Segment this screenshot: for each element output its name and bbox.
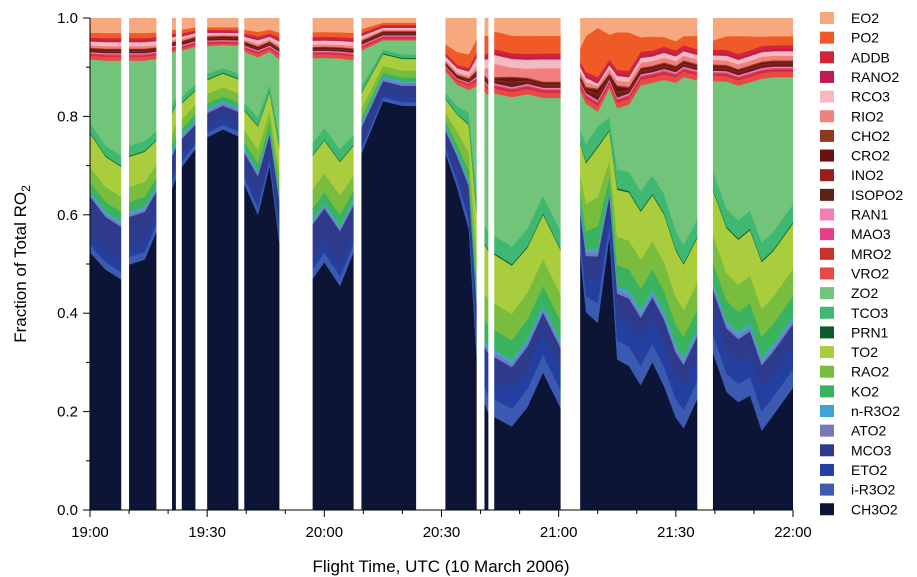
legend-swatch <box>820 169 834 182</box>
legend-label: TCO3 <box>851 305 889 321</box>
x-tick-label: 20:30 <box>423 524 461 541</box>
data-gap <box>697 17 713 510</box>
legend-swatch <box>820 208 834 221</box>
legend-label: RAN1 <box>851 207 889 223</box>
legend-label: ATO2 <box>851 423 886 439</box>
y-tick-label: 0.4 <box>57 305 78 322</box>
legend-label: CHO2 <box>851 128 890 144</box>
legend-label: RIO2 <box>851 108 884 124</box>
legend-swatch <box>820 503 834 516</box>
y-tick-label: 0.6 <box>57 207 78 224</box>
legend-swatch <box>820 51 834 64</box>
legend-swatch <box>820 287 834 300</box>
legend-label: MAO3 <box>851 226 891 242</box>
legend-label: PO2 <box>851 30 879 46</box>
data-gap <box>195 17 208 510</box>
data-gaps <box>121 17 713 510</box>
data-gap <box>353 17 362 510</box>
x-tick-label: 21:00 <box>540 524 578 541</box>
y-axis-label: Fraction of Total RO2 <box>11 185 33 343</box>
x-tick-label: 21:30 <box>657 524 695 541</box>
data-gap <box>238 17 245 510</box>
legend-swatch <box>820 444 834 457</box>
y-tick-label: 0.8 <box>57 108 78 125</box>
legend-swatch <box>820 149 834 162</box>
legend-label: MRO2 <box>851 246 892 262</box>
x-tick-label: 19:00 <box>71 524 109 541</box>
legend-swatch <box>820 346 834 359</box>
legend-label: EO2 <box>851 10 879 26</box>
legend-label: TO2 <box>851 344 878 360</box>
legend-label: RANO2 <box>851 69 899 85</box>
legend-label: ETO2 <box>851 462 888 478</box>
data-gap <box>279 17 313 510</box>
legend-label: RCO3 <box>851 89 890 105</box>
axes: 0.0 0.2 0.4 0.6 0.8 1.0 19:00 19:30 20:00 20:30 21… <box>57 10 812 541</box>
legend-swatch <box>820 365 834 378</box>
data-gap <box>560 17 581 510</box>
data-gap <box>156 17 173 510</box>
legend-swatch <box>820 326 834 339</box>
legend-swatch <box>820 405 834 417</box>
legend-swatch <box>820 385 834 398</box>
y-axis-label-main: Fraction of Total RO <box>11 192 30 343</box>
legend-swatch <box>820 31 834 44</box>
legend-swatch <box>820 228 834 241</box>
legend-swatch <box>820 188 834 201</box>
y-tick-label: 0.0 <box>57 502 78 519</box>
legend-swatch <box>820 129 834 142</box>
legend-label: ZO2 <box>851 285 878 301</box>
y-tick-label: 0.2 <box>57 404 78 421</box>
legend-label: INO2 <box>851 167 884 183</box>
legend-label: KO2 <box>851 383 879 399</box>
data-gap <box>416 17 446 510</box>
legend-swatch <box>820 306 834 319</box>
data-gap <box>488 17 495 510</box>
legend-label: i-R3O2 <box>851 482 896 498</box>
legend-swatch <box>820 424 834 437</box>
legend-label: MCO3 <box>851 442 892 458</box>
data-gap <box>175 17 182 510</box>
x-tick-label: 20:00 <box>306 524 344 541</box>
x-tick-label: 22:00 <box>774 524 812 541</box>
legend-swatch <box>820 110 834 123</box>
legend-label: RAO2 <box>851 364 889 380</box>
legend: EO2 PO2 ADDB RANO2 RCO3 RIO2 CHO2 CRO2 INO2 ISOPO… <box>820 10 903 517</box>
data-gap <box>476 17 485 510</box>
x-axis-label: Flight Time, UTC (10 March 2006) <box>313 557 570 576</box>
legend-label: PRN1 <box>851 324 889 340</box>
legend-label: CRO2 <box>851 148 890 164</box>
y-tick-label: 1.0 <box>57 10 78 27</box>
legend-label: CH3O2 <box>851 501 898 517</box>
legend-swatch <box>820 70 834 83</box>
legend-label: ADDB <box>851 49 890 65</box>
legend-label: VRO2 <box>851 265 889 281</box>
legend-swatch <box>820 267 834 280</box>
legend-swatch <box>820 12 834 24</box>
x-tick-label: 19:30 <box>188 524 226 541</box>
legend-label: n-R3O2 <box>851 403 900 419</box>
legend-swatch <box>820 90 834 103</box>
legend-swatch <box>820 483 834 496</box>
legend-swatch <box>820 463 834 476</box>
data-gap <box>121 17 130 510</box>
y-axis-label-subscript: 2 <box>19 185 33 192</box>
legend-swatch <box>820 247 834 260</box>
legend-label: ISOPO2 <box>851 187 903 203</box>
